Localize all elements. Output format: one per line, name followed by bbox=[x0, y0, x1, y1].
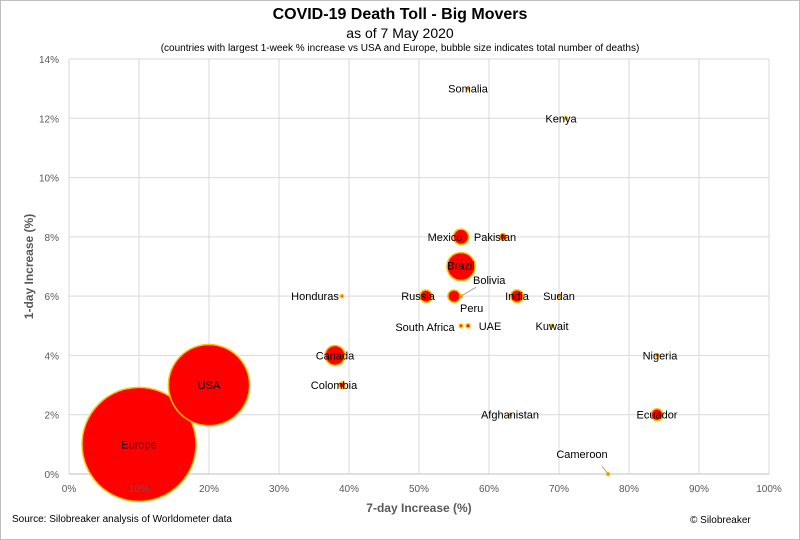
bubble-label-canada: Canada bbox=[316, 350, 355, 362]
bubble-label-uae: UAE bbox=[479, 321, 502, 333]
bubble-label-mexico: Mexico bbox=[428, 232, 463, 244]
bubble-label-kuwait: Kuwait bbox=[535, 321, 568, 333]
y-tick-label: 4% bbox=[45, 351, 60, 362]
bubble-mexico bbox=[452, 228, 470, 246]
x-axis-title: 7-day Increase (%) bbox=[366, 501, 471, 515]
x-tick-label: 100% bbox=[756, 484, 782, 495]
source-note: Source: Silobreaker analysis of Worldome… bbox=[12, 514, 232, 525]
bubble-uae bbox=[465, 322, 471, 329]
bubble-somalia bbox=[465, 86, 471, 91]
bubble-kenya bbox=[563, 116, 569, 121]
bubble-ecuador bbox=[650, 408, 664, 422]
x-tick-label: 60% bbox=[479, 484, 499, 495]
x-tick-label: 40% bbox=[339, 484, 359, 495]
bubble-label-ecuador: Ecuador bbox=[637, 410, 678, 422]
bubble-series bbox=[81, 86, 664, 503]
copyright-note: © Silobreaker bbox=[690, 515, 751, 526]
x-tick-label: 20% bbox=[199, 484, 219, 495]
bubble-honduras bbox=[339, 293, 345, 299]
x-tick-label: 80% bbox=[619, 484, 639, 495]
bubble-label-brazil: Brazil bbox=[447, 261, 475, 273]
leader-lines bbox=[460, 286, 609, 475]
bubble-label-sudan: Sudan bbox=[543, 291, 575, 303]
bubble-label-europe: Europe bbox=[121, 439, 156, 451]
x-tick-label: 50% bbox=[409, 484, 429, 495]
bubble-label-somalia: Somalia bbox=[448, 84, 489, 96]
chart-subtitle: as of 7 May 2020 bbox=[346, 25, 454, 41]
bubble-label-colombia: Colombia bbox=[311, 380, 358, 392]
axis-ticks: 0% 10% 20% 30% 40% 50% 60% 70% 80% 90% 100% 0% 2% 4% 6… bbox=[39, 55, 782, 495]
bubble-label-india: India bbox=[505, 291, 530, 303]
bubble-brazil bbox=[446, 251, 476, 282]
y-axis-title: 1-day Increase (%) bbox=[22, 214, 36, 319]
bubble-label-bolivia: Bolivia bbox=[473, 275, 506, 287]
bubble-label-cameroon: Cameroon bbox=[556, 449, 607, 461]
bubble-pakistan bbox=[498, 232, 508, 241]
bubble-label-pakistan: Pakistan bbox=[474, 232, 516, 244]
bubble-label-usa: USA bbox=[198, 380, 221, 392]
x-tick-label: 70% bbox=[549, 484, 569, 495]
bubble-label-russia: Russia bbox=[401, 291, 436, 303]
leader-line bbox=[460, 286, 477, 297]
bubble-kuwait bbox=[549, 323, 555, 329]
bubble-russia bbox=[419, 289, 433, 304]
y-tick-label: 10% bbox=[39, 174, 59, 185]
y-tick-label: 2% bbox=[45, 411, 60, 422]
bubble-sudan bbox=[556, 293, 562, 299]
bubble-canada bbox=[324, 344, 346, 367]
bubble-south-africa bbox=[458, 323, 464, 329]
x-tick-label: 10% bbox=[129, 484, 149, 495]
bubble-label-afghanistan: Afghanistan bbox=[481, 410, 539, 422]
bubble-nigeria bbox=[654, 353, 660, 358]
bubble-label-peru: Peru bbox=[460, 303, 483, 315]
y-tick-label: 8% bbox=[45, 233, 60, 244]
y-tick-label: 6% bbox=[45, 292, 60, 303]
chart-note: (countries with largest 1-week % increas… bbox=[160, 43, 640, 54]
x-tick-label: 90% bbox=[689, 484, 709, 495]
gridlines bbox=[68, 58, 770, 475]
bubble-peru bbox=[447, 289, 461, 304]
x-tick-label: 30% bbox=[269, 484, 289, 495]
y-tick-label: 0% bbox=[45, 470, 60, 481]
bubble-europe bbox=[81, 386, 197, 503]
bubble-label-south-africa: South Africa bbox=[395, 322, 455, 334]
bubble-afghanistan bbox=[507, 412, 513, 417]
bubble-india bbox=[509, 289, 525, 304]
bubble-colombia bbox=[338, 381, 346, 389]
y-tick-label: 14% bbox=[39, 55, 59, 66]
y-tick-label: 12% bbox=[39, 114, 59, 125]
x-tick-label: 0% bbox=[62, 484, 77, 495]
bubble-usa bbox=[167, 343, 251, 427]
bubble-label-honduras: Honduras bbox=[291, 291, 339, 303]
bubble-label-nigeria: Nigeria bbox=[643, 350, 679, 362]
bubble-label-kenya: Kenya bbox=[545, 113, 577, 125]
bubble-labels: Europe USA Canada Brazil Mexico Russia Peru Ind… bbox=[121, 84, 678, 461]
chart-title: COVID-19 Death Toll - Big Movers bbox=[272, 6, 528, 23]
leader-line bbox=[601, 465, 609, 475]
